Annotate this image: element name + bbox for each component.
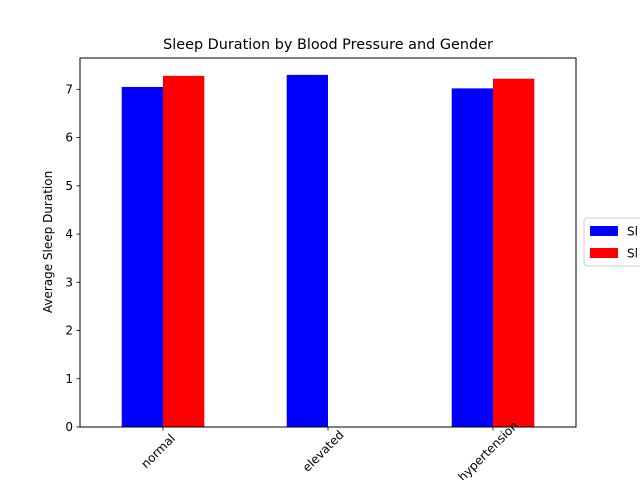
y-tick-label: 6 [65, 131, 73, 145]
y-tick-label: 4 [65, 227, 73, 241]
y-axis: 0 1 2 3 4 5 6 7 [65, 82, 80, 434]
x-axis: normal elevated hypertension [138, 418, 521, 480]
bar-hypertension-series-1 [493, 78, 535, 427]
y-tick-label: 1 [65, 372, 73, 386]
legend-swatch-0 [590, 226, 618, 236]
x-tick-label-normal: normal [138, 431, 178, 471]
y-tick-label: 2 [65, 324, 73, 338]
y-tick-label: 0 [65, 420, 73, 434]
bar-normal-series-1 [163, 75, 205, 428]
y-tick-label: 5 [65, 179, 73, 193]
legend: Sl Sl [583, 217, 640, 267]
x-tick-label-hypertension: hypertension [455, 418, 521, 480]
x-tick-label-elevated: elevated [300, 428, 347, 475]
bar-hypertension-series-0 [451, 88, 493, 427]
bars-group [121, 74, 535, 428]
legend-swatch-1 [590, 248, 618, 258]
bar-elevated-series-0 [286, 74, 328, 427]
y-tick-label: 7 [65, 82, 73, 96]
legend-label-0: Sl [627, 225, 638, 239]
y-axis-label: Average Sleep Duration [41, 171, 55, 313]
bar-normal-series-0 [121, 86, 163, 428]
chart-title: Sleep Duration by Blood Pressure and Gen… [163, 37, 493, 53]
legend-label-1: Sl [627, 247, 638, 261]
y-tick-label: 3 [65, 275, 73, 289]
